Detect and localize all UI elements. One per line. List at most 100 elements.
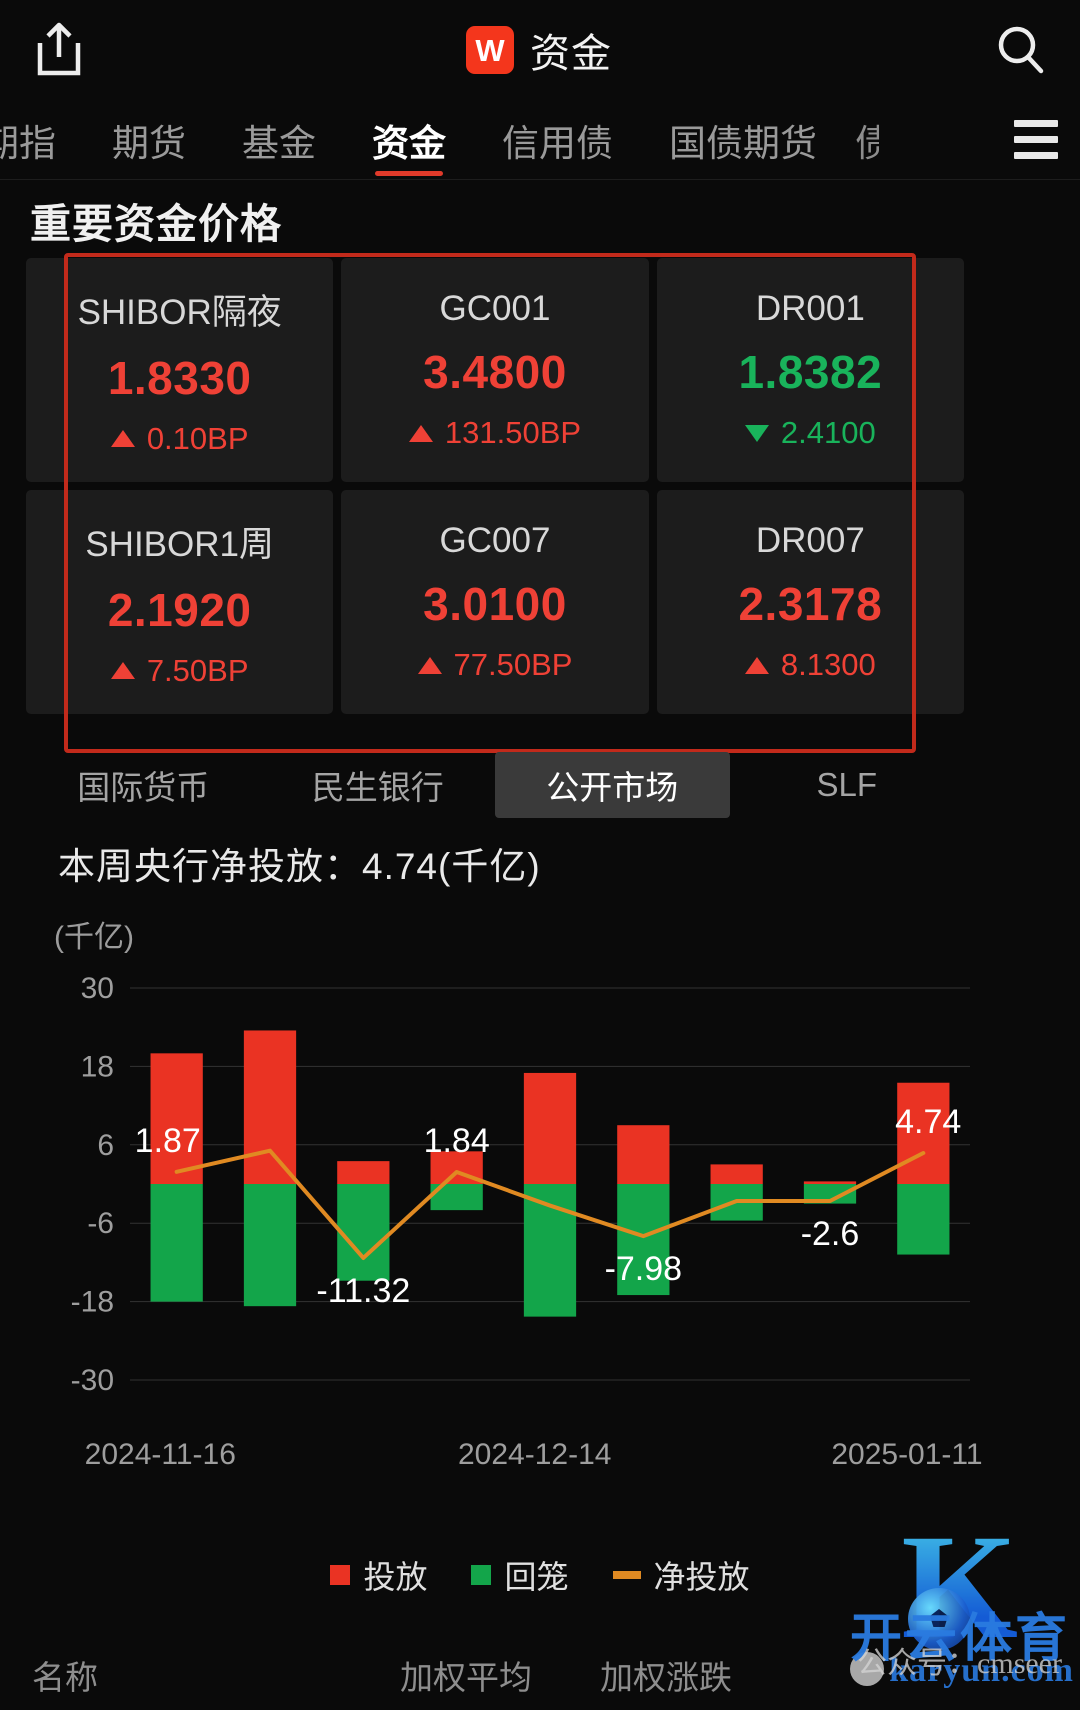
tab-guozhaiqihuo[interactable]: 国债期货 [669,122,817,164]
card-change: 77.50BP [417,647,573,683]
wind-logo-icon: W [466,26,514,74]
column-header-weighted-chg: 加权涨跌 [600,1659,732,1696]
watermark-brand-url: karyun.com [889,1652,1074,1689]
legend-item-withdrawal: 回笼 [471,1552,569,1598]
y-tick-label: -30 [71,1364,114,1397]
data-point-label: 1.84 [424,1122,490,1160]
y-tick-label: -6 [87,1207,114,1240]
data-point-label: -7.98 [605,1250,683,1288]
open-market-operations-chart[interactable]: 30 18 6 -6 -18 -30 1.87 -11.32 1.84 -7.98 -2.6 4.74 [30,960,980,1420]
card-name: SHIBOR隔夜 [77,292,282,332]
card-change-text: 131.50BP [444,415,582,450]
menu-bar-2 [1014,136,1058,143]
card-name: DR007 [755,521,865,560]
tab-zhai[interactable]: 债 [845,100,879,179]
page-title: 资金 [530,32,612,76]
data-point-label: 1.87 [135,1122,201,1160]
watermark-brand-cn: 开云体育 [849,1610,1070,1668]
price-card-dr001[interactable]: DR001 1.8382 2.4100 [656,258,964,482]
tab-xinyongzhai[interactable]: 信用债 [502,122,613,164]
bar-withdrawal [803,1184,857,1204]
tab-qizhi[interactable]: 期指 [0,122,56,164]
card-change: 131.50BP [408,415,582,451]
category-tabstrip[interactable]: 期指 期货 基金 资金 信用债 国债期货 债 [0,100,1080,180]
bar-withdrawal [897,1184,950,1255]
legend-label: 净投放 [653,1559,750,1595]
y-tick-label: 6 [97,1129,114,1162]
share-icon[interactable] [32,21,86,79]
bar-withdrawal [337,1184,390,1281]
price-card-shibor-overnight[interactable]: SHIBOR隔夜 1.8330 0.10BP [26,258,334,482]
triangle-down-icon [744,424,769,442]
card-name: DR001 [755,289,865,328]
watermark-emoji-icon [850,1652,884,1686]
chart-unit-label: (千亿) [54,921,134,954]
triangle-up-icon [110,662,135,679]
card-change-text: 0.10BP [146,420,249,456]
tab-qihuo[interactable]: 期货 [112,122,186,164]
bar-withdrawal [243,1184,297,1307]
triangle-up-icon [110,430,135,447]
legend-swatch-line-icon [612,1571,641,1579]
legend-swatch-red-icon [330,1565,351,1585]
card-value: 3.4800 [423,346,567,398]
bar-injection [803,1181,857,1184]
bar-injection [523,1072,577,1184]
bar-injection [150,1053,203,1184]
price-card-gc001[interactable]: GC001 3.4800 131.50BP [341,258,649,482]
bar-injection [617,1125,670,1184]
legend-swatch-green-icon [471,1565,492,1585]
bar-injection [710,1164,763,1184]
y-tick-label: 18 [81,1050,114,1083]
triangle-up-icon [408,424,433,442]
card-change: 2.4100 [744,415,876,451]
column-header-name: 名称 [32,1659,98,1696]
bar-injection [337,1161,390,1184]
top-bar: W 资金 [0,0,1080,100]
price-card-grid: SHIBOR隔夜 1.8330 0.10BP GC001 3.4800 131.… [26,258,964,714]
hamburger-menu-icon[interactable] [1006,100,1080,179]
price-card-gc007[interactable]: GC007 3.0100 77.50BP [341,490,649,714]
card-value: 2.3178 [738,578,883,630]
subtab-international-currency[interactable]: 国际货币 [77,769,210,806]
section-title: 重要资金价格 [30,201,282,247]
subtab-open-market[interactable]: 公开市场 [495,752,730,818]
tabstrip-scroll[interactable]: 期指 期货 基金 资金 信用债 国债期货 债 [0,100,1006,179]
card-change-text: 8.1300 [780,647,876,682]
column-header-weighted-avg: 加权平均 [400,1659,532,1696]
watermark-ball-icon [908,1588,970,1650]
tab-zijin[interactable]: 资金 [344,100,474,179]
market-subtabs[interactable]: 国际货币 民生银行 公开市场 SLF [26,752,964,818]
card-change-text: 2.4100 [780,415,876,450]
bar-injection [243,1030,297,1184]
subtab-slf[interactable]: SLF [816,766,878,803]
search-icon[interactable] [992,22,1048,78]
y-tick-label: -18 [71,1286,114,1319]
y-tick-label: 30 [81,972,114,1005]
legend-item-net-injection: 净投放 [612,1552,750,1598]
data-point-label: -2.6 [801,1215,860,1253]
price-card-shibor-1w[interactable]: SHIBOR1周 2.1920 7.50BP [26,490,334,714]
card-change: 7.50BP [110,653,249,689]
data-point-label: -11.32 [316,1272,410,1310]
menu-bar-3 [1014,152,1058,159]
card-value: 2.1920 [107,583,252,636]
bar-withdrawal [150,1184,203,1302]
card-change-text: 77.50BP [453,647,573,682]
menu-bar-1 [1014,120,1058,127]
card-name: GC007 [439,521,551,560]
triangle-up-icon [744,656,769,674]
data-point-label: 4.74 [895,1103,961,1141]
tab-jijin[interactable]: 基金 [242,122,316,164]
card-name: GC001 [439,289,551,328]
legend-item-injection: 投放 [330,1552,427,1598]
legend-label: 投放 [363,1559,428,1595]
price-card-dr007[interactable]: DR007 2.3178 8.1300 [656,490,964,714]
watermark-account: 公众号：cmseer [857,1647,1062,1680]
card-value: 3.0100 [423,578,567,630]
chart-svg: 30 18 6 -6 -18 -30 1.87 -11.32 1.84 -7.98 -2.6 4.74 [71,972,970,1397]
subtab-minsheng-bank[interactable]: 民生银行 [311,769,444,806]
x-tick-label-0: 2024-11-16 [84,1438,236,1471]
chart-x-axis: 2024-11-16 2024-12-14 2025-01-11 [30,1438,983,1488]
